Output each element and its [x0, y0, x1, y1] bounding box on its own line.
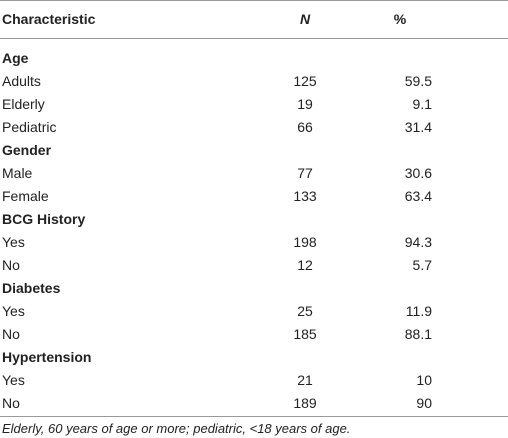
top-rule — [0, 0, 508, 1]
row-label: Yes — [2, 303, 25, 319]
row-label: No — [2, 257, 20, 273]
count-cell: 21 — [297, 372, 313, 388]
row-label: Pediatric — [2, 119, 57, 135]
count-cell: 133 — [293, 188, 317, 204]
row-label: Adults — [2, 73, 41, 89]
row-label: Male — [2, 165, 33, 181]
count-cell: 185 — [293, 326, 317, 342]
footnote: Elderly, 60 years of age or more; pediat… — [2, 421, 351, 436]
header-cell: % — [393, 11, 407, 27]
percent-cell: 10 — [416, 372, 432, 388]
section-title: Diabetes — [2, 280, 61, 296]
section-title: Age — [2, 50, 29, 66]
section-title: BCG History — [2, 211, 86, 227]
header-cell: N — [299, 11, 311, 27]
percent-cell: 59.5 — [404, 73, 432, 89]
count-cell: 125 — [293, 73, 317, 89]
percent-cell: 11.9 — [405, 303, 432, 319]
count-cell: 198 — [293, 234, 317, 250]
row-label: Elderly — [2, 96, 45, 112]
header-rule — [0, 38, 508, 39]
section-title: Gender — [2, 142, 52, 158]
percent-cell: 30.6 — [404, 165, 432, 181]
count-cell: 19 — [297, 96, 313, 112]
percent-cell: 90 — [416, 395, 432, 411]
row-label: Yes — [2, 372, 25, 388]
row-label: No — [2, 326, 20, 342]
section-title: Hypertension — [2, 349, 92, 365]
percent-cell: 94.3 — [404, 234, 432, 250]
count-cell: 77 — [297, 165, 313, 181]
count-cell: 25 — [297, 303, 313, 319]
row-label: No — [2, 395, 20, 411]
header-cell: Characteristic — [2, 11, 96, 27]
count-cell: 66 — [297, 119, 313, 135]
row-label: Female — [2, 188, 49, 204]
percent-cell: 5.7 — [412, 257, 432, 273]
bottom-rule — [0, 416, 508, 417]
percent-cell: 88.1 — [404, 326, 432, 342]
percent-cell: 63.4 — [404, 188, 432, 204]
percent-cell: 9.1 — [412, 96, 432, 112]
count-cell: 12 — [297, 257, 313, 273]
percent-cell: 31.4 — [404, 119, 432, 135]
row-label: Yes — [2, 234, 25, 250]
count-cell: 189 — [293, 395, 317, 411]
